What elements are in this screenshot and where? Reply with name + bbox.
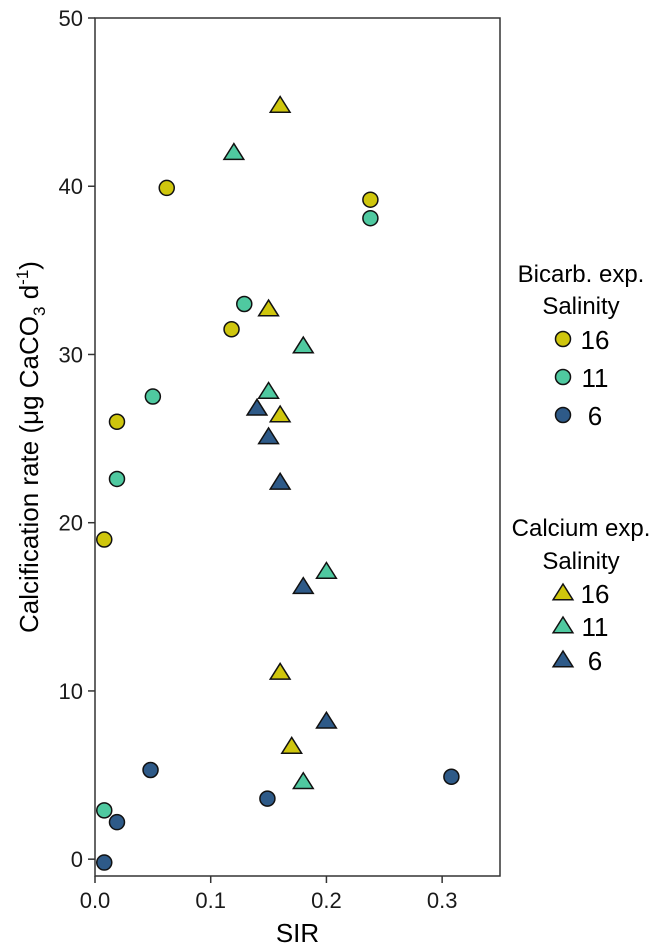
- y-tick-label: 40: [59, 174, 83, 199]
- x-tick-label: 0.2: [311, 888, 342, 913]
- data-point-circle: [362, 209, 379, 227]
- series-calcium-6: [245, 397, 338, 729]
- y-axis-title: Calcification rate (μg CaCO3 d-1): [13, 261, 49, 633]
- data-point-triangle: [280, 736, 303, 754]
- data-point-triangle: [315, 710, 338, 729]
- data-point-circle: [108, 813, 126, 831]
- data-point-triangle: [292, 335, 315, 354]
- data-point-triangle: [268, 404, 292, 423]
- data-point-triangle: [292, 576, 315, 595]
- y-axis-title-mid: d: [14, 285, 44, 307]
- series-bicarb-6: [96, 761, 460, 871]
- legend-title: Calcium exp.: [512, 515, 651, 542]
- x-axis-title: SIR: [276, 918, 319, 948]
- data-point-circle: [223, 320, 240, 338]
- legend-item-label: 6: [588, 401, 602, 431]
- y-tick-label: 50: [59, 6, 83, 31]
- y-tick-label: 0: [71, 847, 83, 872]
- data-point-triangle: [292, 771, 315, 790]
- legend-item-label: 16: [581, 325, 610, 355]
- legend-bicarb: Bicarb. exp. Salinity 16 11 6: [518, 261, 645, 431]
- data-point-circle: [96, 854, 113, 871]
- x-tick-label: 0.0: [80, 888, 111, 913]
- legend-key-triangle: [551, 649, 575, 668]
- data-point-circle: [96, 531, 113, 548]
- data-point-triangle: [268, 95, 292, 113]
- data-point-circle: [144, 388, 162, 405]
- plot-area: [96, 95, 460, 871]
- data-point-triangle: [268, 471, 292, 490]
- series-bicarb-11: [96, 209, 379, 819]
- legend-key-circle: [554, 330, 572, 348]
- data-point-circle: [108, 413, 126, 431]
- legend-item-label: 11: [582, 363, 609, 393]
- data-point-triangle: [257, 298, 280, 317]
- y-axis-title-sup: -1: [13, 270, 32, 285]
- y-axis-title-prefix: Calcification rate (μg CaCO: [14, 316, 44, 633]
- y-axis-title-sub: 3: [30, 307, 49, 316]
- y-tick-label: 10: [59, 679, 83, 704]
- data-point-triangle: [257, 426, 280, 445]
- x-tick-label: 0.3: [427, 888, 458, 913]
- data-point-circle: [362, 191, 379, 208]
- data-point-circle: [158, 179, 175, 197]
- x-tick-label: 0.1: [195, 888, 226, 913]
- series-bicarb-16: [96, 179, 379, 548]
- series-calcium-16: [257, 95, 303, 754]
- legend-key-triangle: [551, 582, 575, 601]
- y-tick-label: 20: [59, 511, 83, 536]
- plot-panel-border: [94, 17, 501, 877]
- data-point-triangle: [257, 381, 280, 399]
- data-point-circle: [236, 295, 253, 313]
- y-tick-label: 30: [59, 342, 83, 367]
- data-point-circle: [142, 761, 159, 779]
- series-calcium-11: [222, 142, 338, 790]
- data-point-circle: [108, 470, 126, 488]
- legend-title: Salinity: [542, 548, 619, 575]
- y-axis-title-suffix: ): [14, 261, 44, 270]
- legend-item-label: 6: [588, 646, 602, 676]
- data-point-triangle: [268, 662, 292, 680]
- legend-title: Salinity: [542, 293, 619, 320]
- data-point-triangle: [315, 561, 338, 579]
- legend-item-label: 16: [581, 579, 610, 609]
- data-point-triangle: [245, 397, 269, 416]
- data-point-circle: [96, 802, 113, 819]
- legend-key-circle: [554, 368, 572, 386]
- data-point-circle: [443, 768, 460, 785]
- data-point-circle: [259, 790, 276, 807]
- data-point-triangle: [222, 142, 246, 161]
- legend-key-circle: [554, 406, 572, 424]
- legend-title: Bicarb. exp.: [518, 261, 645, 288]
- legend-key-triangle: [551, 615, 575, 634]
- axes: 0 10 20 30 40 50 0.0 0.1 0.2 0.3: [59, 6, 501, 913]
- legend-item-label: 11: [582, 612, 609, 642]
